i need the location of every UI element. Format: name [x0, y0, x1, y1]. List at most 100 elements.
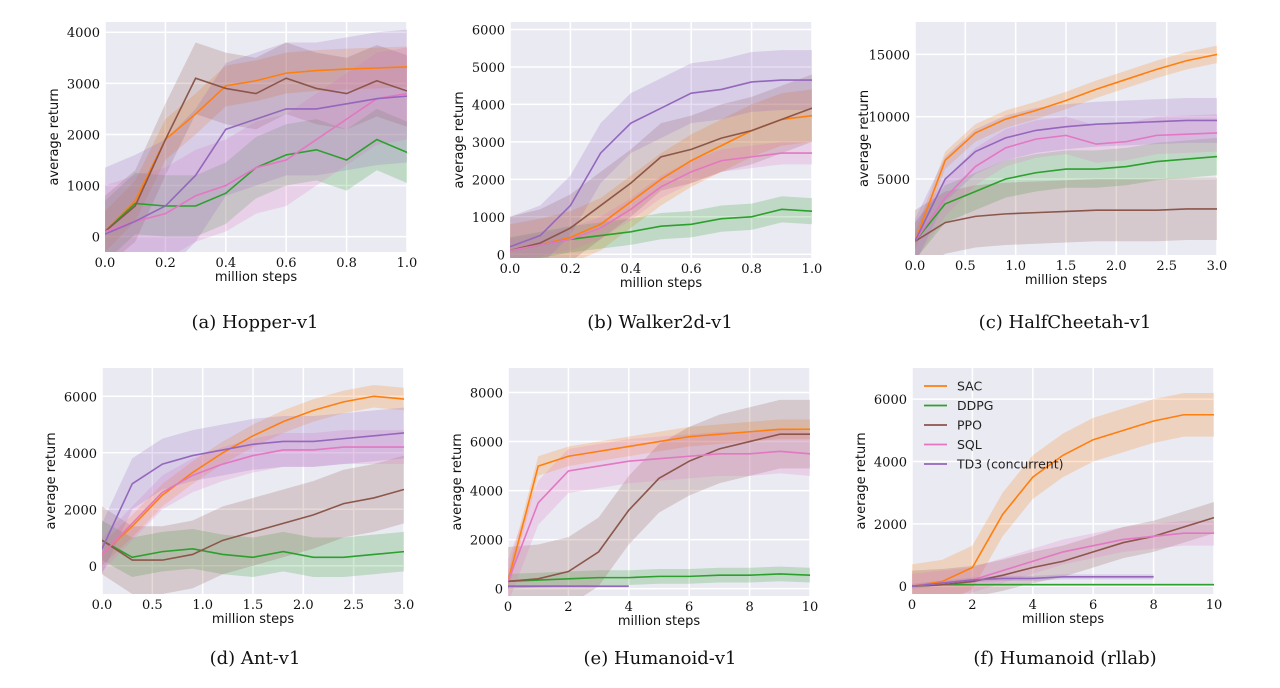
- x-tick-label: 0: [504, 600, 512, 615]
- y-axis-label: average return: [857, 90, 872, 187]
- chart-panel-1: 0.0 0.2 0.4 0.6 0.8 1.0 0 1000 2000 3000 4000 5000 6…: [452, 22, 822, 291]
- panel-caption: (f) Humanoid (rllab): [973, 648, 1157, 669]
- y-tick-label: 8000: [470, 387, 503, 402]
- panel-caption: (c) HalfCheetah-v1: [978, 312, 1152, 333]
- plot-area: [912, 368, 1214, 594]
- x-tick-label: 0: [908, 598, 916, 613]
- band-sql: [102, 430, 404, 572]
- y-tick-label: 0: [899, 580, 907, 595]
- y-tick-label: 3000: [472, 136, 505, 151]
- chart-panel-2: 0.0 0.5 1.0 1.5 2.0 2.5 3.0 5000 10000 15000 milli…: [857, 22, 1227, 288]
- band-ppo: [105, 42, 407, 252]
- legend-label: PPO: [957, 418, 982, 433]
- x-tick-label: 6: [1089, 598, 1097, 613]
- x-tick-label: 2.0: [293, 598, 314, 613]
- y-tick-label: 10000: [869, 111, 910, 126]
- x-tick-label: 1.0: [802, 262, 822, 277]
- x-tick-label: 10: [1206, 598, 1223, 613]
- band-ddpg: [105, 108, 407, 252]
- y-tick-label: 6000: [874, 393, 907, 408]
- x-tick-label: 1.0: [1005, 259, 1026, 274]
- y-tick-label: 5000: [472, 61, 505, 76]
- panel-caption: (b) Walker2d-v1: [587, 312, 733, 333]
- y-tick-label: 0: [92, 231, 100, 246]
- band-sql: [508, 429, 810, 596]
- band-sac: [915, 45, 1217, 251]
- x-tick-label: 1.5: [243, 598, 264, 613]
- x-tick-label: 0.0: [95, 256, 116, 271]
- y-tick-label: 4000: [472, 98, 505, 113]
- x-tick-label: 0.4: [215, 256, 236, 271]
- legend-label: DDPG: [957, 398, 993, 413]
- y-tick-label: 2000: [470, 534, 503, 549]
- chart-panel-3: 0.0 0.5 1.0 1.5 2.0 2.5 3.0 0 2000 4000 6000 millio…: [44, 368, 414, 627]
- x-tick-label: 0.5: [955, 259, 976, 274]
- band-sql: [915, 114, 1217, 255]
- x-tick-label: 0.8: [741, 262, 762, 277]
- x-tick-label: 2: [564, 600, 572, 615]
- y-tick-label: 2000: [874, 518, 907, 533]
- chart-panel-4: 0 2 4 6 8 10 0 2000 4000 6000 8000 million steps ave…: [450, 368, 819, 629]
- x-tick-label: 1.0: [397, 256, 417, 271]
- x-tick-label: 0.2: [560, 262, 581, 277]
- y-axis-label: average return: [450, 433, 465, 530]
- x-tick-label: 6: [685, 600, 693, 615]
- x-tick-label: 8: [1149, 598, 1157, 613]
- band-ddpg: [510, 196, 812, 258]
- chart-panel-5: 0 2 4 6 8 10 0 2000 4000 6000 million steps average…: [854, 368, 1223, 627]
- x-tick-label: 3.0: [394, 598, 414, 613]
- legend-label: TD3 (concurrent): [956, 457, 1063, 472]
- y-tick-label: 1000: [67, 180, 100, 195]
- x-axis-label: million steps: [620, 276, 703, 291]
- band-ppo: [915, 177, 1217, 255]
- x-tick-label: 1.0: [192, 598, 213, 613]
- y-tick-label: 1000: [472, 211, 505, 226]
- x-tick-label: 0.5: [142, 598, 163, 613]
- x-tick-label: 0.6: [276, 256, 297, 271]
- legend: SAC DDPG PPO SQL TD3 (concurrent): [924, 379, 1063, 472]
- y-tick-label: 4000: [67, 26, 100, 41]
- x-tick-label: 0.0: [92, 598, 113, 613]
- x-tick-label: 2.5: [1156, 259, 1177, 274]
- x-tick-label: 0.2: [155, 256, 176, 271]
- plot-area: [105, 22, 407, 252]
- x-tick-label: 0.6: [681, 262, 702, 277]
- band-sql: [510, 141, 812, 258]
- y-tick-label: 2000: [64, 503, 97, 518]
- y-axis-label: average return: [854, 432, 869, 529]
- band-sac: [508, 419, 810, 592]
- x-tick-label: 4: [625, 600, 633, 615]
- x-axis-label: million steps: [1025, 273, 1108, 288]
- x-axis-label: million steps: [215, 270, 298, 285]
- y-tick-label: 3000: [67, 77, 100, 92]
- legend-label: SQL: [957, 437, 982, 452]
- y-tick-label: 4000: [64, 447, 97, 462]
- x-tick-label: 0.4: [620, 262, 641, 277]
- y-axis-label: average return: [44, 432, 59, 529]
- x-tick-label: 3.0: [1207, 259, 1227, 274]
- x-tick-label: 2.5: [343, 598, 364, 613]
- x-tick-label: 10: [802, 600, 819, 615]
- band-ddpg: [508, 566, 810, 589]
- band-sac: [912, 392, 1214, 594]
- band-td3: [105, 29, 407, 252]
- band-sql: [105, 47, 407, 252]
- band-ppo: [508, 399, 810, 596]
- panel-caption: (e) Humanoid-v1: [583, 648, 737, 669]
- y-axis-label: average return: [47, 88, 62, 185]
- y-axis-label: average return: [452, 91, 467, 188]
- y-tick-label: 0: [495, 583, 503, 598]
- x-axis-label: million steps: [212, 612, 295, 627]
- x-tick-label: 4: [1029, 598, 1037, 613]
- x-tick-label: 0.0: [905, 259, 926, 274]
- band-td3: [912, 574, 1154, 589]
- y-tick-label: 5000: [877, 173, 910, 188]
- y-tick-label: 15000: [869, 48, 910, 63]
- chart-panel-0: 0.0 0.2 0.4 0.6 0.8 1.0 0 1000 2000 3000 4000 milli…: [47, 22, 417, 285]
- band-ppo: [102, 455, 404, 594]
- y-tick-label: 6000: [472, 23, 505, 38]
- x-axis-label: million steps: [618, 614, 701, 629]
- y-tick-label: 2000: [472, 173, 505, 188]
- band-td3: [915, 98, 1217, 255]
- band-td3: [510, 50, 812, 258]
